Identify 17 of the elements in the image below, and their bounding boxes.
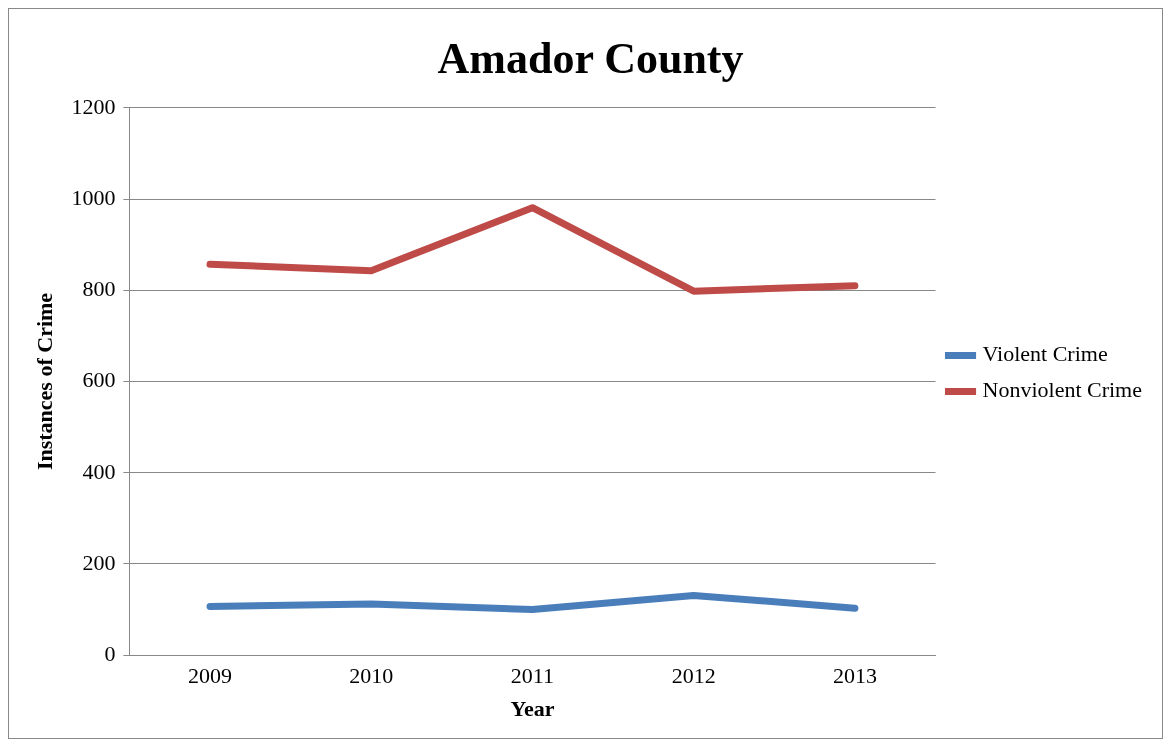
x-tick-label: 2010 [349, 663, 394, 689]
y-tick-label: 600 [82, 367, 116, 393]
y-tick-label: 400 [82, 458, 116, 484]
y-tick-label: 1200 [71, 93, 116, 119]
x-tick-label: 2012 [671, 663, 716, 689]
legend-label: Nonviolent Crime [982, 377, 1143, 403]
y-axis-title: Instances of Crime [31, 292, 57, 471]
x-tick-label: 2013 [832, 663, 877, 689]
y-tick-label: 0 [104, 640, 116, 666]
x-axis-title: Year [510, 696, 555, 722]
y-tick-label: 800 [82, 276, 116, 302]
chart-title: Amador County [437, 33, 744, 83]
legend-label: Violent Crime [982, 341, 1108, 367]
y-tick-label: 1000 [71, 184, 116, 210]
x-tick-label: 2009 [188, 663, 233, 689]
y-tick-label: 200 [82, 549, 116, 575]
x-tick-label: 2011 [510, 663, 555, 689]
